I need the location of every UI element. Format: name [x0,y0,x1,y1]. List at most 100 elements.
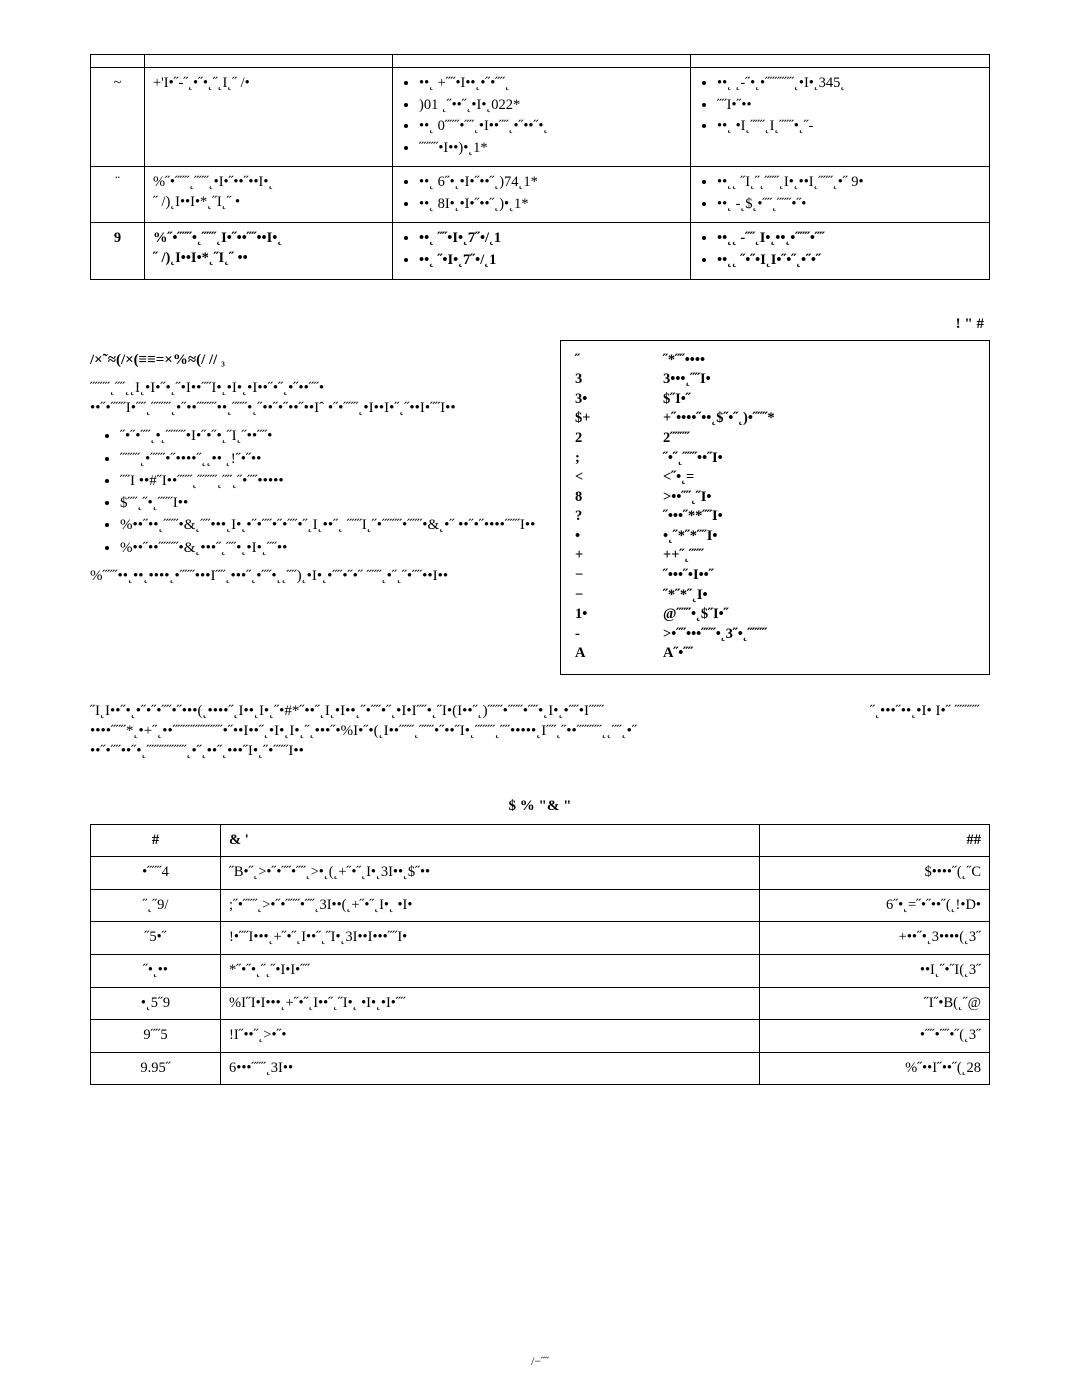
legend-key: ; [575,449,663,469]
table-row: •˝˝˝4˝B•˝˛>•˝•˝˝•˝˝˛>•˛(˛+˝•˝˛I•˛3I••˛$˝… [91,857,990,890]
legend-key: 1• [575,605,663,625]
legend-row: ••˛˝*˝*˝˝I• [575,527,975,547]
page-number: /−˝˝ [0,1353,1080,1369]
table-row: 9.95˝6•••˝˝˝˛3I••%˝••I˝••˝(˛28 [91,1052,990,1085]
legend-value: •˛˝*˝*˝˝I• [663,527,975,547]
legend-value: ˝*˝*˝˛I• [663,586,975,606]
table-header-cell: # [91,824,221,857]
table-cell: !•˝˝I•••˛+˝•˝˛I••˝˛˝I•˛3I••I•••˝˝I• [221,922,760,955]
list-item: ••˛ ˝˝•I•˛7˝•/˛1 [419,229,682,249]
table-cell: +••˝•˛3••••(˛3˝ [760,922,990,955]
legend-key: 3• [575,390,663,410]
legend-key: ? [575,507,663,527]
legend-value: ˝*˝˝•••• [663,351,975,371]
table-cell: 6˝•˛=˝•˝••˝(˛!•D• [760,889,990,922]
wide-paragraph-right: ˝˛•••˝••˛•I• I•˝ ˝˝˝˝˝ [870,701,990,762]
table-cell: 6•••˝˝˝˛3I•• [221,1052,760,1085]
table-cell: %I˝I•I•••˛+˝•˝˛I••˝˛˝I•˛ •I•˛•I•˝˝ [221,987,760,1020]
legend-key: − [575,586,663,606]
intro-paragraph: ˝˝˝˝˛˝˝˛˛I˛•I•˝•˛˝•I••˝˝I•˛•I•˛•I••˝•˝˛•… [90,378,536,419]
legend-value: ++˝˛˝˝˝ [663,546,975,566]
legend-key: 8 [575,488,663,508]
legend-row: 1•@˝˝˝•˛$˝I•˝ [575,605,975,625]
legend-value: +˝••••˝••˛$˝•˝˛)•˝˝˝* [663,409,975,429]
legend-value: >•˝˝•••˝˝˝•˛3˝•˛˝˝˝˝ [663,625,975,645]
table-cell: 9˝˝5 [91,1020,221,1053]
legend-key: • [575,527,663,547]
legend-box: ˝˝*˝˝••••33•••˛˝˝I•3•$˝I•˝$++˝••••˝••˛$˝… [560,340,990,675]
table-row: 9˝˝5!I˝••˝˛>•˝••˝˝•˝˝•˝(˛3˝ [91,1020,990,1053]
legend-value: ˝•••˝•I••˝ [663,566,975,586]
legend-key: + [575,546,663,566]
table-cell: •˝˝˝4 [91,857,221,890]
legend-row: AA˝•˝˝ [575,644,975,664]
legend-value: ˝•••˝**˝˝I• [663,507,975,527]
table-cell: ••I˛˝•˝I(˛3˝ [760,955,990,988]
row-number-cell: ~ [91,68,145,167]
table-row: ¨%˝•˝˝˝˛˝˝˝˛•I•˝••˝••I•˛ ˝ /)˛I••I•*˛˝I˛… [91,167,990,223]
legend-row: 33•••˛˝˝I• [575,370,975,390]
table-cell: ˝•˛•• [91,955,221,988]
legend-value: @˝˝˝•˛$˝I•˝ [663,605,975,625]
row-desc-cell: +'I•˝-˝˛•˝•˛˝˛I˛˝ /• [145,68,393,167]
table-cell: ;˝•˝˝˝˛>•˝•˝˝˝•˝˝˛3I••(˛+˝•˝˛I•˛ •I• [221,889,760,922]
list-item: ˝•˝•˝˝˛•˛˝˝˝˝•I•˝•˝•˛˝I˛˝••˝˝• [120,426,536,446]
row-number-cell: ¨ [91,167,145,223]
page: ~+'I•˝-˝˛•˝•˛˝˛I˛˝ /•••˛ +˝˝•I••˛•˝•˝˝˛ … [0,0,1080,1397]
table-cell: %˝••I˝••˝(˛28 [760,1052,990,1085]
table-header-cell [91,55,145,68]
table-header-cell [145,55,393,68]
legend-key: − [575,566,663,586]
legend-row: <<˝•˛= [575,468,975,488]
bullet-list: ˝•˝•˝˝˛•˛˝˝˝˝•I•˝•˝•˛˝I˛˝••˝˝• ˝˝˝˝˛•˝˝˝•… [120,426,536,558]
row-desc-cell: %˝•˝˝˝•˛˝˝˝˛I•˝••˝˝••I•˛ ˝ /)˛I••I•*˛˝I˛… [145,223,393,279]
list-item: ˝˝I•˝•• [717,96,981,116]
table-cell: •˝˝•˝˝•˝(˛3˝ [760,1020,990,1053]
table-cell: 9.95˝ [91,1052,221,1085]
legend-row: 22˝˝˝˝ [575,429,975,449]
wide-paragraph-left: ˝I˛I••˝•˛•˝•˝•˝˝•˝•••(˛••••˝˛I••˛I•˛˝•#*… [90,701,810,762]
list-item: ••˛ ˝•I•˛7˝•/˛1 [419,251,682,271]
legend-value: <˝•˛= [663,468,975,488]
list-item: ••˛ ˛-˝•˛•˝˝˝˝˝˝˛•I•˛345˛ [717,74,981,94]
legend-key: 3 [575,370,663,390]
legend-row: +++˝˛˝˝˝ [575,546,975,566]
table-row: 9%˝•˝˝˝•˛˝˝˝˛I•˝••˝˝••I•˛ ˝ /)˛I••I•*˛˝I… [91,223,990,279]
table-lower: #& '## •˝˝˝4˝B•˝˛>•˝•˝˝•˝˝˛>•˛(˛+˝•˝˛I•˛… [90,824,990,1086]
list-item: ••˛ 8I•˛•I•˝••˝˛)•˛1* [419,195,682,215]
row-col3-cell: ••˛ ˝˝•I•˛7˝•/˛1••˛ ˝•I•˛7˝•/˛1 [393,223,691,279]
legend-title: ! " # [560,314,984,334]
list-item: ••˛˛ -˝˝˛I•˛••˛•˝˝˝•˝˝ [717,229,981,249]
table-cell: *˝•˝•˛˝˛˝•I•I•˝˝ [221,955,760,988]
list-item: ••˛˛ ˝I˛˝˛˝˝˝˛I•˛••I˛˝˝˝˛•˝ 9• [717,173,981,193]
list-item: ˝˝˝˝˛•˝˝˝•˝••••˝˛˛•• ˛!˝•˝•• [120,449,536,469]
legend-row: −˝*˝*˝˛I• [575,586,975,606]
table-cell: •˛5˝9 [91,987,221,1020]
legend-row: ˝˝*˝˝•••• [575,351,975,371]
table-cell: ˝˛˝9/ [91,889,221,922]
row-col3-cell: ••˛ 6˝•˛•I•˝••˝˛)74˛1*••˛ 8I•˛•I•˝••˝˛)•… [393,167,691,223]
table-row: ˝˛˝9/;˝•˝˝˝˛>•˝•˝˝˝•˝˝˛3I••(˛+˝•˝˛I•˛ •I… [91,889,990,922]
list-item: ••˛ •I˛˝˝˝˛I˛˝˝˝•˛˝- [717,117,981,137]
legend-key: - [575,625,663,645]
table-header-cell: & ' [221,824,760,857]
section-header: /×˜≈(/×(≡≡=×%≈(/ // ₃ [90,350,536,370]
table2-title: $ % "& " [90,796,990,816]
table-cell: !I˝••˝˛>•˝• [221,1020,760,1053]
list-item: ••˛ 0˝˝˝•˝˝˛•I••˝˝˛•˝••˝•˛ [419,117,682,137]
legend-row: $++˝••••˝••˛$˝•˝˛)•˝˝˝* [575,409,975,429]
legend-key: < [575,468,663,488]
table-row: ~+'I•˝-˝˛•˝•˛˝˛I˛˝ /•••˛ +˝˝•I••˛•˝•˝˝˛ … [91,68,990,167]
table-row: #& '## [91,824,990,857]
table-cell: ˝I˝•B(˛˝@ [760,987,990,1020]
legend-value: A˝•˝˝ [663,644,975,664]
row-col4-cell: ••˛ ˛-˝•˛•˝˝˝˝˝˝˛•I•˛345˛ ˝˝I•˝••••˛ •I˛… [691,68,990,167]
legend-value: ˝•˝˛˝˝˝••˝I• [663,449,975,469]
table-cell: ˝5•˝ [91,922,221,955]
list-item: ••˛ -˛$˛•˝˝˛˝˝˝•˝• [717,195,981,215]
row-col4-cell: ••˛˛ ˝I˛˝˛˝˝˝˛I•˛••I˛˝˝˝˛•˝ 9•••˛ -˛$˛•˝… [691,167,990,223]
table-row: ˝5•˝!•˝˝I•••˛+˝•˝˛I••˝˛˝I•˛3I••I•••˝˝I•+… [91,922,990,955]
table-cell: ˝B•˝˛>•˝•˝˝•˝˝˛>•˛(˛+˝•˝˛I•˛3I••˛$˝•• [221,857,760,890]
table-row: ˝•˛••*˝•˝•˛˝˛˝•I•I•˝˝••I˛˝•˝I(˛3˝ [91,955,990,988]
list-item: ••˛ +˝˝•I••˛•˝•˝˝˛ [419,74,682,94]
